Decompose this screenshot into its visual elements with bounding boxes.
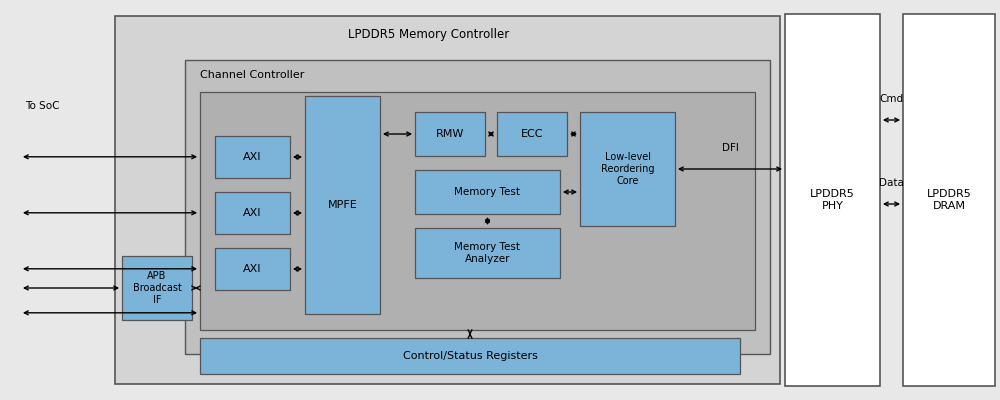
Text: To SoC: To SoC [25,101,60,111]
Text: DFI: DFI [722,143,738,153]
Text: Channel Controller: Channel Controller [200,70,304,80]
Text: APB
Broadcast
IF: APB Broadcast IF [133,271,181,305]
Bar [305,96,380,314]
Bar [903,14,995,386]
Text: Control/Status Registers: Control/Status Registers [403,351,537,361]
Bar [785,14,880,386]
Bar [185,60,770,354]
Text: Data: Data [879,178,904,188]
Bar [200,92,755,330]
Text: Low-level
Reordering
Core: Low-level Reordering Core [601,152,654,186]
Text: AXI: AXI [243,152,262,162]
Text: ECC: ECC [521,129,543,139]
Text: LPDDR5
DRAM: LPDDR5 DRAM [927,189,971,211]
Text: LPDDR5 Memory Controller: LPDDR5 Memory Controller [348,28,509,41]
Bar [215,136,290,178]
Bar [497,112,567,156]
Text: MPFE: MPFE [328,200,357,210]
Bar [415,112,485,156]
Bar [415,170,560,214]
Text: Memory Test: Memory Test [454,187,520,197]
Text: LPDDR5
PHY: LPDDR5 PHY [810,189,855,211]
Bar [415,228,560,278]
Bar [200,338,740,374]
Bar [122,256,192,320]
Text: AXI: AXI [243,264,262,274]
Bar [580,112,675,226]
Text: AXI: AXI [243,208,262,218]
Text: Cmd: Cmd [879,94,904,104]
Text: Memory Test
Analyzer: Memory Test Analyzer [454,242,520,264]
Bar [215,248,290,290]
Bar [115,16,780,384]
Text: RMW: RMW [436,129,464,139]
Bar [215,192,290,234]
